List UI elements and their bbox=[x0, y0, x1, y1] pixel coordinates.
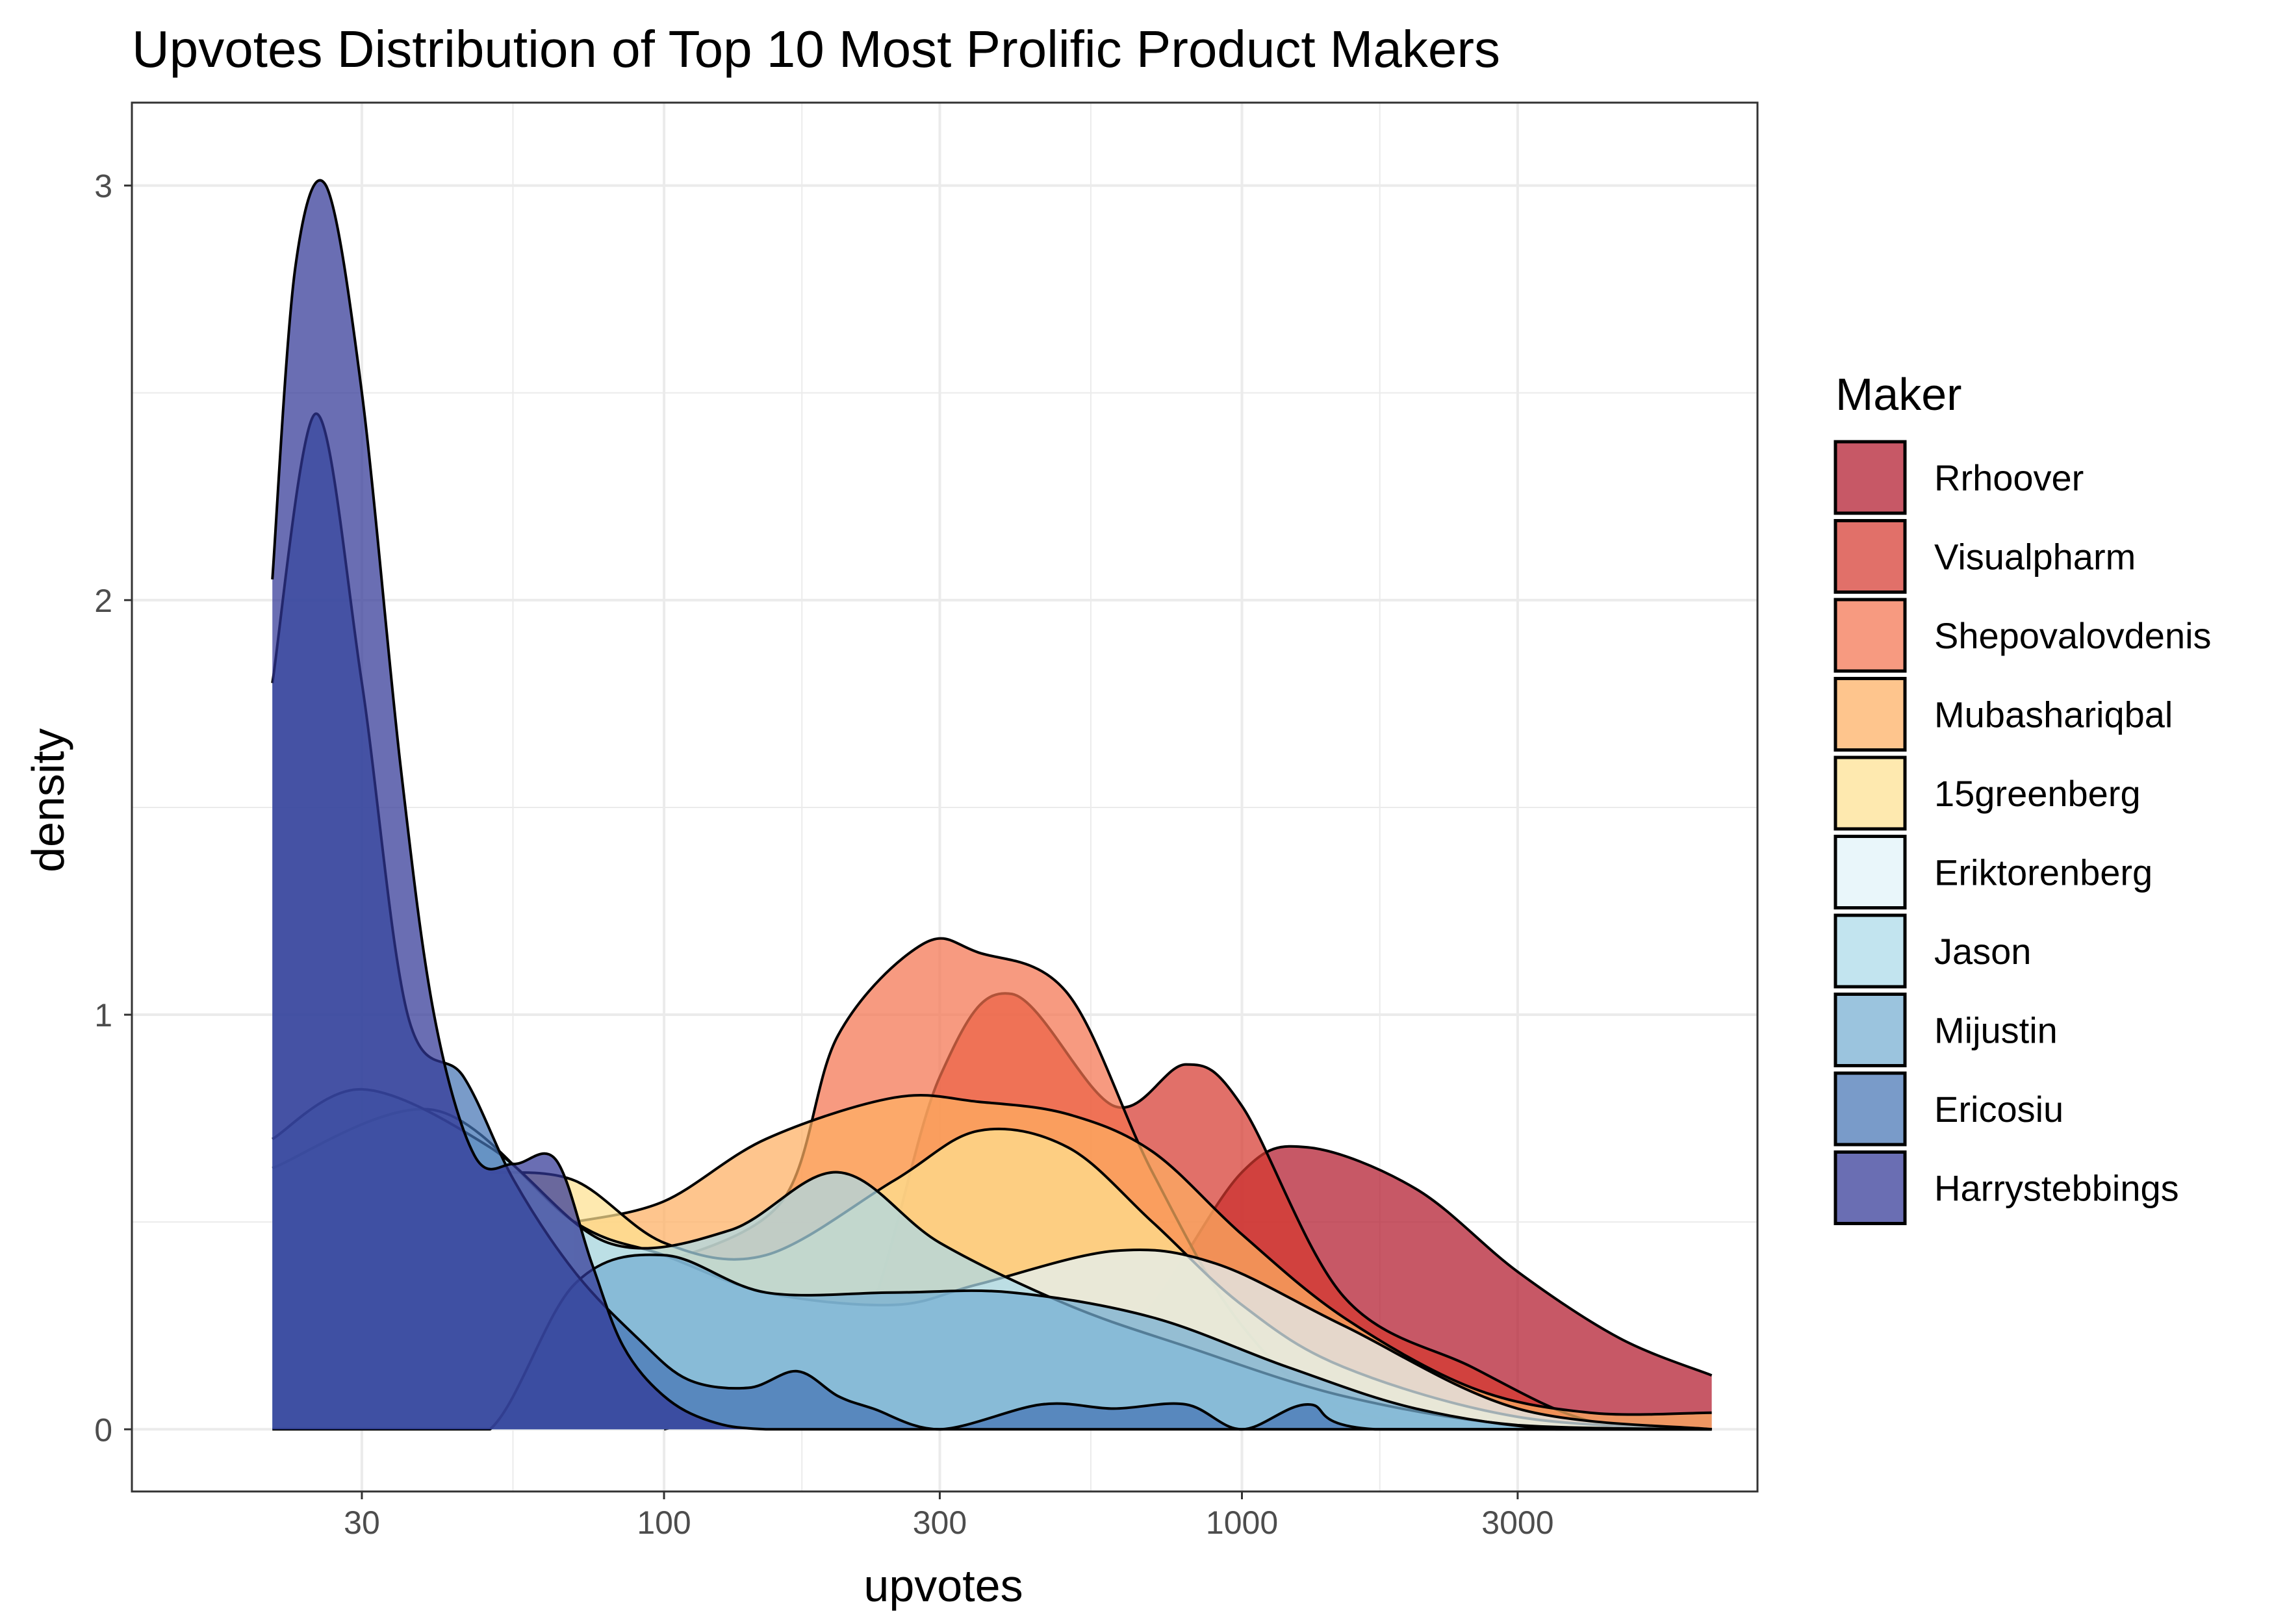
panel-border bbox=[131, 101, 1759, 1493]
density-outline-mubashariqbal bbox=[574, 1094, 1712, 1416]
legend-label-eriktorenberg: Eriktorenberg bbox=[1934, 852, 2153, 893]
y-tick-label: 3 bbox=[94, 168, 112, 205]
x-tick-label: 1000 bbox=[1206, 1504, 1278, 1541]
legend-label-visualpharm: Visualpharm bbox=[1934, 537, 2136, 577]
legend-key-15greenberg bbox=[1833, 755, 1907, 831]
legend-label-harrystebbings: Harrystebbings bbox=[1934, 1168, 2179, 1209]
density-area-harrystebbings bbox=[272, 180, 1712, 1430]
series-layer bbox=[271, 179, 1713, 1431]
legend-label-ericosiu: Ericosiu bbox=[1934, 1089, 2063, 1130]
y-tick-label: 2 bbox=[94, 583, 112, 619]
x-axis-title: upvotes bbox=[863, 1560, 1023, 1611]
plot-panel bbox=[131, 101, 1759, 1493]
x-tick-label: 30 bbox=[344, 1504, 380, 1541]
x-axis: 30 100 300 1000 3000 bbox=[344, 1491, 1554, 1541]
legend-label-15greenberg: 15greenberg bbox=[1934, 773, 2141, 814]
legend-label-jason: Jason bbox=[1934, 931, 2031, 972]
legend-title: Maker bbox=[1835, 369, 1961, 420]
legend-key-eriktorenberg bbox=[1833, 835, 1907, 909]
legend-key-jason bbox=[1833, 913, 1907, 989]
legend-key-mijustin bbox=[1833, 993, 1907, 1067]
y-tick-label: 0 bbox=[94, 1412, 112, 1448]
x-tick-label: 300 bbox=[913, 1504, 967, 1541]
legend: Maker Rrhoover Visualpharm Shepovalovdenis… bbox=[1833, 369, 2212, 1225]
legend-key-mubashariqbal bbox=[1833, 677, 1907, 752]
legend-key-rrhoover bbox=[1833, 440, 1907, 515]
y-axis-title: density bbox=[23, 728, 73, 872]
y-axis: 0 1 2 3 bbox=[94, 168, 132, 1448]
chart-title: Upvotes Distribution of Top 10 Most Prol… bbox=[132, 20, 1500, 78]
legend-label-shepovalovdenis: Shepovalovdenis bbox=[1934, 615, 2212, 656]
legend-key-visualpharm bbox=[1833, 519, 1907, 594]
x-tick-label: 100 bbox=[637, 1504, 691, 1541]
x-tick-label: 3000 bbox=[1481, 1504, 1553, 1541]
legend-items: Rrhoover Visualpharm Shepovalovdenis Mubash… bbox=[1833, 440, 2212, 1225]
legend-label-rrhoover: Rrhoover bbox=[1934, 457, 2084, 498]
legend-label-mubashariqbal: Mubashariqbal bbox=[1934, 694, 2173, 735]
legend-label-mijustin: Mijustin bbox=[1934, 1010, 2058, 1051]
density-outline-harrystebbings bbox=[271, 179, 1712, 1431]
legend-key-shepovalovdenis bbox=[1833, 598, 1907, 673]
legend-key-ericosiu bbox=[1833, 1071, 1907, 1147]
legend-key-harrystebbings bbox=[1833, 1150, 1907, 1225]
y-tick-label: 1 bbox=[94, 997, 112, 1034]
